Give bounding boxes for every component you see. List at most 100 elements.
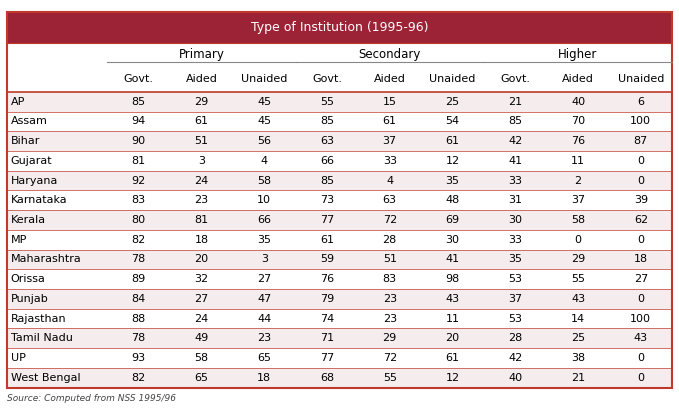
FancyBboxPatch shape	[7, 230, 672, 250]
Text: 33: 33	[509, 235, 522, 245]
Text: 68: 68	[320, 373, 334, 383]
FancyBboxPatch shape	[7, 348, 672, 368]
Text: 70: 70	[571, 116, 585, 126]
Text: 45: 45	[257, 116, 272, 126]
Text: 27: 27	[257, 274, 272, 284]
FancyBboxPatch shape	[7, 289, 672, 309]
Text: Unaided: Unaided	[241, 74, 287, 84]
Text: 20: 20	[194, 255, 208, 264]
Text: 3: 3	[198, 156, 205, 166]
FancyBboxPatch shape	[7, 92, 672, 111]
Text: 41: 41	[445, 255, 460, 264]
Text: 0: 0	[638, 353, 644, 363]
Text: 62: 62	[634, 215, 648, 225]
Text: 58: 58	[257, 175, 272, 186]
Text: Govt.: Govt.	[124, 74, 153, 84]
Text: 18: 18	[634, 255, 648, 264]
Text: 69: 69	[445, 215, 460, 225]
Text: 74: 74	[320, 314, 334, 324]
Text: 6: 6	[638, 97, 644, 106]
Text: Higher: Higher	[558, 48, 598, 61]
Text: 82: 82	[132, 373, 146, 383]
Text: 53: 53	[509, 314, 522, 324]
Text: 32: 32	[194, 274, 208, 284]
Text: 93: 93	[132, 353, 146, 363]
Text: 55: 55	[383, 373, 397, 383]
Text: 40: 40	[508, 373, 522, 383]
Text: Haryana: Haryana	[11, 175, 58, 186]
Text: 27: 27	[194, 294, 208, 304]
Text: Tamil Nadu: Tamil Nadu	[11, 333, 73, 343]
Text: 81: 81	[194, 215, 208, 225]
Text: 98: 98	[445, 274, 460, 284]
Text: 77: 77	[320, 215, 334, 225]
Text: 55: 55	[571, 274, 585, 284]
Text: 28: 28	[508, 333, 522, 343]
Text: 65: 65	[257, 353, 271, 363]
Text: 85: 85	[320, 175, 334, 186]
Text: 30: 30	[445, 235, 460, 245]
Text: Unaided: Unaided	[429, 74, 476, 84]
Text: 66: 66	[257, 215, 271, 225]
Text: 21: 21	[508, 97, 522, 106]
Text: 24: 24	[194, 175, 208, 186]
Text: 89: 89	[132, 274, 146, 284]
Text: 81: 81	[132, 156, 146, 166]
Text: 47: 47	[257, 294, 272, 304]
Text: Orissa: Orissa	[11, 274, 45, 284]
Text: 12: 12	[445, 156, 460, 166]
Text: 37: 37	[383, 136, 397, 146]
FancyBboxPatch shape	[7, 368, 672, 388]
Text: 0: 0	[574, 235, 581, 245]
Text: Maharashtra: Maharashtra	[11, 255, 81, 264]
Text: Primary: Primary	[179, 48, 224, 61]
FancyBboxPatch shape	[7, 151, 672, 171]
Text: 38: 38	[571, 353, 585, 363]
Text: 80: 80	[132, 215, 146, 225]
Text: 29: 29	[383, 333, 397, 343]
Text: 53: 53	[509, 274, 522, 284]
Text: 0: 0	[638, 373, 644, 383]
Text: 66: 66	[320, 156, 334, 166]
Text: 76: 76	[320, 274, 334, 284]
Text: 88: 88	[132, 314, 146, 324]
Text: 35: 35	[445, 175, 460, 186]
Text: 77: 77	[320, 353, 334, 363]
Text: 84: 84	[132, 294, 146, 304]
Text: 71: 71	[320, 333, 334, 343]
Text: 51: 51	[383, 255, 397, 264]
Text: Unaided: Unaided	[618, 74, 664, 84]
Text: 41: 41	[508, 156, 522, 166]
Text: 85: 85	[320, 116, 334, 126]
Text: 61: 61	[445, 136, 460, 146]
Text: 24: 24	[194, 314, 208, 324]
Text: 82: 82	[132, 235, 146, 245]
Text: Source: Computed from NSS 1995/96: Source: Computed from NSS 1995/96	[7, 394, 176, 403]
FancyBboxPatch shape	[7, 111, 672, 131]
Text: 58: 58	[194, 353, 208, 363]
Text: 42: 42	[508, 353, 522, 363]
Text: 44: 44	[257, 314, 272, 324]
FancyBboxPatch shape	[7, 328, 672, 348]
Text: Bihar: Bihar	[11, 136, 40, 146]
Text: Punjab: Punjab	[11, 294, 49, 304]
FancyBboxPatch shape	[7, 210, 672, 230]
Text: 100: 100	[630, 314, 651, 324]
Text: 92: 92	[132, 175, 146, 186]
Text: 11: 11	[445, 314, 460, 324]
Text: 78: 78	[132, 333, 146, 343]
Text: 20: 20	[445, 333, 460, 343]
Text: Govt.: Govt.	[500, 74, 530, 84]
Text: 90: 90	[132, 136, 146, 146]
Text: 61: 61	[320, 235, 334, 245]
Text: 43: 43	[634, 333, 648, 343]
Text: Type of Institution (1995-96): Type of Institution (1995-96)	[251, 21, 428, 34]
Text: 23: 23	[194, 195, 208, 205]
Text: MP: MP	[11, 235, 27, 245]
Text: 0: 0	[638, 156, 644, 166]
Text: 0: 0	[638, 235, 644, 245]
Text: 73: 73	[320, 195, 334, 205]
Text: 54: 54	[445, 116, 460, 126]
Text: 4: 4	[386, 175, 393, 186]
Text: 76: 76	[571, 136, 585, 146]
